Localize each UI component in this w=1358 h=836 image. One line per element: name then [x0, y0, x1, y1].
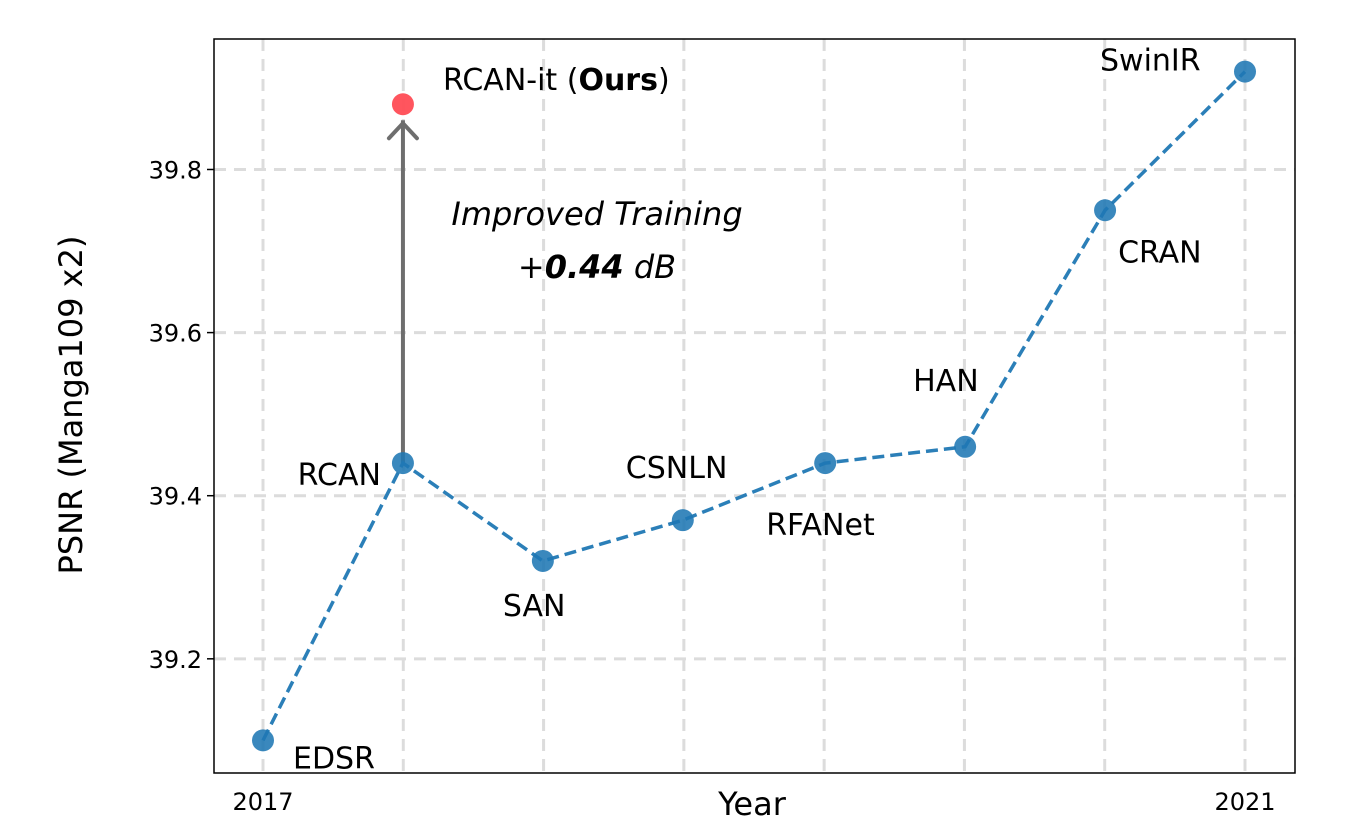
data-point-csnln — [671, 509, 694, 532]
data-point-edsr — [252, 729, 274, 752]
x-axis-label: Year — [717, 785, 787, 823]
grid — [214, 39, 1295, 773]
highlight-label-bold: Ours — [578, 63, 658, 98]
data-point-rcan — [391, 452, 414, 475]
highlight-label-prefix: RCAN-it ( — [443, 63, 578, 98]
annotation-value: 0.44 — [545, 248, 624, 286]
data-point-han — [954, 435, 977, 458]
point-label: CSNLN — [626, 451, 728, 486]
y-tick-label: 39.2 — [149, 646, 202, 674]
plot-frame — [213, 38, 1296, 774]
y-ticks: 39.2 39.4 39.6 39.8 — [149, 156, 214, 674]
point-label: CRAN — [1118, 235, 1202, 270]
y-tick-label: 39.6 — [149, 320, 202, 348]
point-label: HAN — [913, 364, 979, 399]
annotation-unit: dB — [624, 248, 676, 286]
data-point-rfanet — [814, 452, 837, 475]
y-tick-label: 39.8 — [149, 156, 202, 184]
point-label: SAN — [503, 589, 566, 624]
point-label: SwinIR — [1100, 44, 1201, 79]
annotation-prefix: + — [518, 248, 545, 286]
series-path — [261, 70, 1247, 742]
improvement-arrow — [386, 120, 419, 464]
x-tick-label: 2021 — [1214, 788, 1275, 816]
annotation-line2: +0.44 dB — [518, 248, 676, 286]
highlight-label-suffix: ) — [658, 63, 670, 98]
data-point-cran — [1094, 199, 1117, 222]
y-axis-label: PSNR (Manga109 x2) — [52, 236, 90, 575]
x-ticks: 2017 2021 — [232, 788, 1275, 816]
highlight-label: RCAN-it (Ours) — [443, 63, 670, 98]
point-label: RFANet — [766, 508, 875, 543]
data-point-rcan-it — [391, 93, 414, 116]
point-label: RCAN — [298, 458, 381, 493]
series-line — [252, 60, 1256, 752]
x-tick-label: 2017 — [232, 788, 293, 816]
point-labels: EDSR RCAN SAN CSNLN RFANet HAN CRAN SwinIR — [293, 44, 1202, 777]
data-point-san — [531, 549, 554, 572]
data-point-swinir — [1234, 60, 1256, 83]
arrow-head — [386, 120, 419, 141]
point-label: EDSR — [293, 741, 375, 776]
annotation-line1: Improved Training — [451, 195, 742, 233]
y-tick-label: 39.4 — [149, 483, 202, 511]
